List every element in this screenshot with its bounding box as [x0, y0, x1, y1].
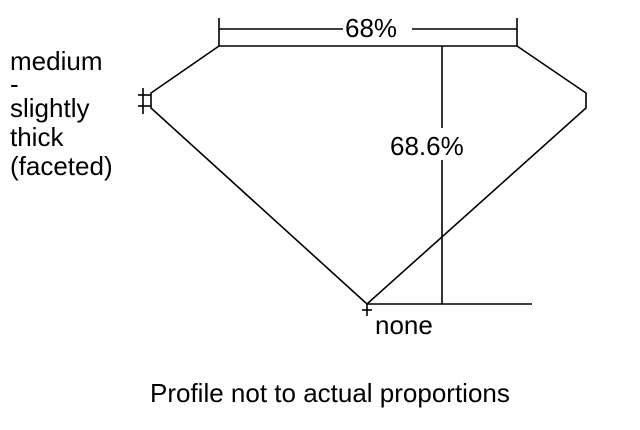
girdle-label: medium - slightly thick (faceted)	[10, 46, 113, 182]
table-percentage: 68%	[345, 13, 398, 43]
culet-label: none	[375, 310, 433, 340]
girdle-label-line: medium	[10, 46, 103, 76]
gem-outline	[150, 45, 587, 306]
girdle-label-line: -	[10, 69, 19, 99]
girdle-label-line: slightly	[10, 93, 90, 123]
girdle-label-line: (faceted)	[10, 151, 113, 181]
footnote: Profile not to actual proportions	[150, 378, 510, 408]
depth-percentage: 68.6%	[390, 131, 464, 161]
girdle-label-line: thick	[10, 122, 64, 152]
